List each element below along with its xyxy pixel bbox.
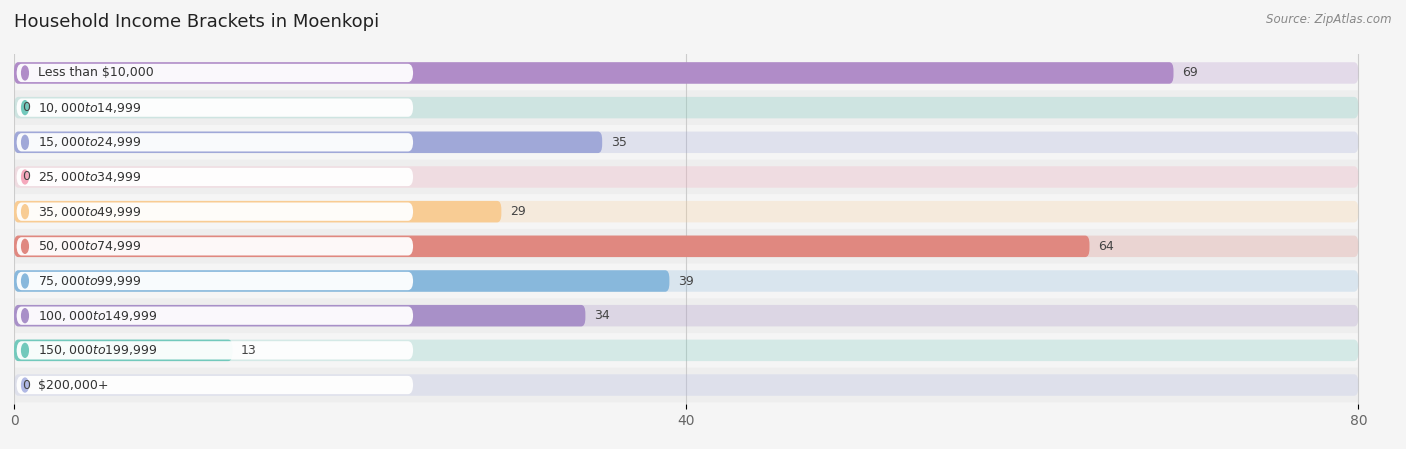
FancyBboxPatch shape (14, 270, 669, 292)
Circle shape (21, 66, 28, 80)
FancyBboxPatch shape (17, 133, 413, 151)
Circle shape (21, 239, 28, 253)
Text: 64: 64 (1098, 240, 1114, 253)
Text: 0: 0 (22, 379, 31, 392)
FancyBboxPatch shape (17, 307, 413, 325)
FancyBboxPatch shape (17, 202, 413, 221)
FancyBboxPatch shape (14, 339, 1358, 361)
FancyBboxPatch shape (14, 305, 585, 326)
Circle shape (21, 135, 28, 149)
Text: Household Income Brackets in Moenkopi: Household Income Brackets in Moenkopi (14, 13, 380, 31)
Text: 69: 69 (1182, 66, 1198, 79)
Text: 13: 13 (240, 344, 257, 357)
FancyBboxPatch shape (14, 201, 1358, 222)
FancyBboxPatch shape (14, 56, 1358, 90)
Text: $100,000 to $149,999: $100,000 to $149,999 (38, 308, 157, 323)
Text: 29: 29 (510, 205, 526, 218)
FancyBboxPatch shape (14, 201, 502, 222)
FancyBboxPatch shape (14, 339, 232, 361)
Text: $10,000 to $14,999: $10,000 to $14,999 (38, 101, 142, 114)
FancyBboxPatch shape (14, 194, 1358, 229)
Text: $15,000 to $24,999: $15,000 to $24,999 (38, 135, 142, 150)
Text: 39: 39 (678, 274, 693, 287)
FancyBboxPatch shape (14, 62, 1358, 84)
FancyBboxPatch shape (14, 305, 1358, 326)
Text: 34: 34 (593, 309, 610, 322)
FancyBboxPatch shape (14, 160, 1358, 194)
Text: $75,000 to $99,999: $75,000 to $99,999 (38, 274, 142, 288)
FancyBboxPatch shape (17, 237, 413, 255)
FancyBboxPatch shape (14, 132, 1358, 153)
Circle shape (21, 343, 28, 357)
FancyBboxPatch shape (17, 98, 413, 117)
FancyBboxPatch shape (17, 64, 413, 82)
Text: $35,000 to $49,999: $35,000 to $49,999 (38, 205, 142, 219)
FancyBboxPatch shape (17, 376, 413, 394)
FancyBboxPatch shape (14, 333, 1358, 368)
FancyBboxPatch shape (14, 298, 1358, 333)
Text: 35: 35 (610, 136, 627, 149)
FancyBboxPatch shape (14, 264, 1358, 298)
Circle shape (21, 101, 28, 114)
FancyBboxPatch shape (14, 270, 1358, 292)
FancyBboxPatch shape (14, 236, 1090, 257)
Text: $150,000 to $199,999: $150,000 to $199,999 (38, 343, 157, 357)
Text: $200,000+: $200,000+ (38, 379, 108, 392)
FancyBboxPatch shape (14, 62, 1174, 84)
FancyBboxPatch shape (14, 368, 1358, 402)
FancyBboxPatch shape (17, 272, 413, 290)
Text: 0: 0 (22, 101, 31, 114)
Text: $25,000 to $34,999: $25,000 to $34,999 (38, 170, 142, 184)
Text: $50,000 to $74,999: $50,000 to $74,999 (38, 239, 142, 253)
FancyBboxPatch shape (17, 168, 413, 186)
FancyBboxPatch shape (14, 132, 602, 153)
Circle shape (21, 309, 28, 323)
Circle shape (21, 274, 28, 288)
Circle shape (21, 205, 28, 219)
Text: Less than $10,000: Less than $10,000 (38, 66, 155, 79)
Circle shape (21, 378, 28, 392)
FancyBboxPatch shape (14, 236, 1358, 257)
FancyBboxPatch shape (14, 125, 1358, 160)
Circle shape (21, 170, 28, 184)
FancyBboxPatch shape (14, 97, 1358, 119)
FancyBboxPatch shape (14, 166, 1358, 188)
FancyBboxPatch shape (14, 229, 1358, 264)
FancyBboxPatch shape (14, 374, 1358, 396)
FancyBboxPatch shape (14, 90, 1358, 125)
FancyBboxPatch shape (17, 341, 413, 360)
Text: Source: ZipAtlas.com: Source: ZipAtlas.com (1267, 13, 1392, 26)
Text: 0: 0 (22, 171, 31, 184)
